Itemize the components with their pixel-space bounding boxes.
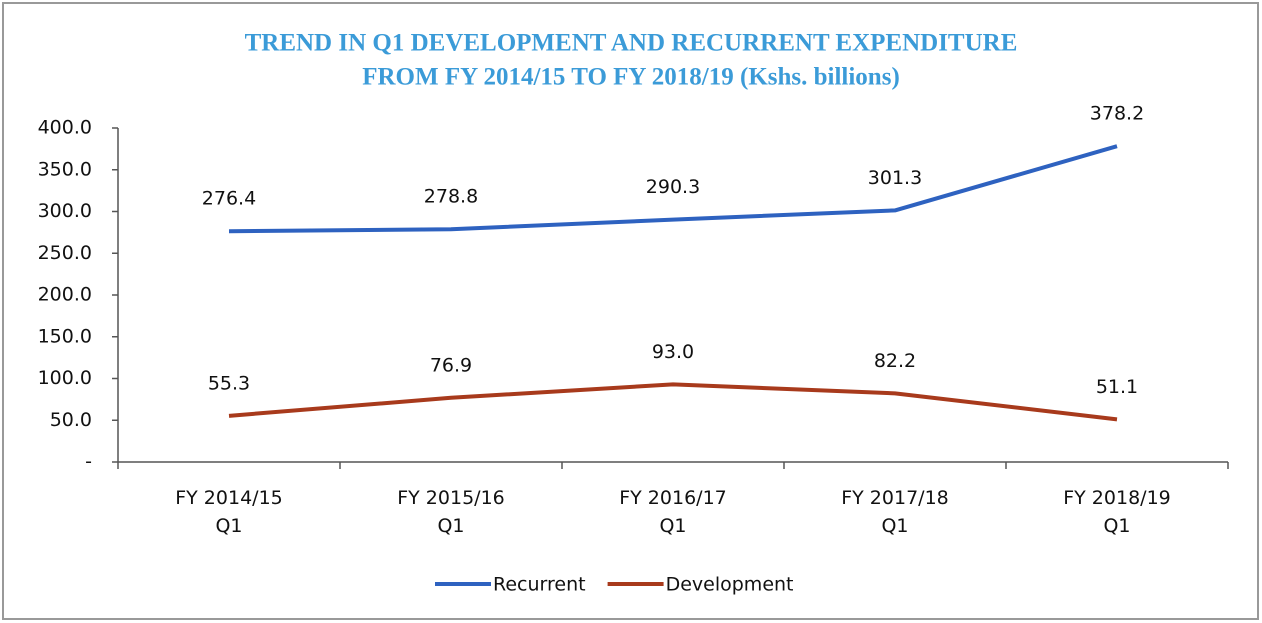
y-tick-label: 300.0 bbox=[38, 200, 92, 222]
series-line bbox=[228, 382, 1118, 422]
series-line bbox=[228, 144, 1118, 234]
x-tick-label: FY 2017/18 Q1 bbox=[841, 487, 949, 537]
data-label: 51.1 bbox=[1096, 376, 1138, 398]
data-label: 276.4 bbox=[202, 188, 256, 210]
legend-label: Recurrent bbox=[493, 574, 586, 596]
data-label: 290.3 bbox=[646, 176, 700, 198]
y-tick-label: 350.0 bbox=[38, 158, 92, 180]
y-tick-label: 250.0 bbox=[38, 242, 92, 264]
data-label: 82.2 bbox=[874, 350, 916, 372]
data-label: 301.3 bbox=[868, 167, 922, 189]
y-tick-label: 400.0 bbox=[38, 117, 92, 139]
x-tick-label: FY 2014/15 Q1 bbox=[175, 487, 283, 537]
x-tick-label: FY 2018/19 Q1 bbox=[1063, 487, 1171, 537]
legend-label: Development bbox=[666, 574, 794, 596]
x-tick-label: FY 2015/16 Q1 bbox=[397, 487, 505, 537]
y-tick-label: - bbox=[85, 451, 92, 473]
y-tick-label: 150.0 bbox=[38, 325, 92, 347]
y-tick-label: 50.0 bbox=[50, 409, 92, 431]
data-label: 378.2 bbox=[1090, 103, 1144, 125]
y-tick-label: 100.0 bbox=[38, 367, 92, 389]
data-label: 55.3 bbox=[208, 372, 250, 394]
data-label: 278.8 bbox=[424, 186, 478, 208]
data-label: 76.9 bbox=[430, 354, 472, 376]
chart-title: TREND IN Q1 DEVELOPMENT AND RECURRENT EX… bbox=[245, 30, 1018, 57]
x-tick-label: FY 2016/17 Q1 bbox=[619, 487, 727, 537]
data-label: 93.0 bbox=[652, 341, 694, 363]
chart-title: FROM FY 2014/15 TO FY 2018/19 (Kshs. bil… bbox=[362, 64, 900, 91]
y-tick-label: 200.0 bbox=[38, 284, 92, 306]
